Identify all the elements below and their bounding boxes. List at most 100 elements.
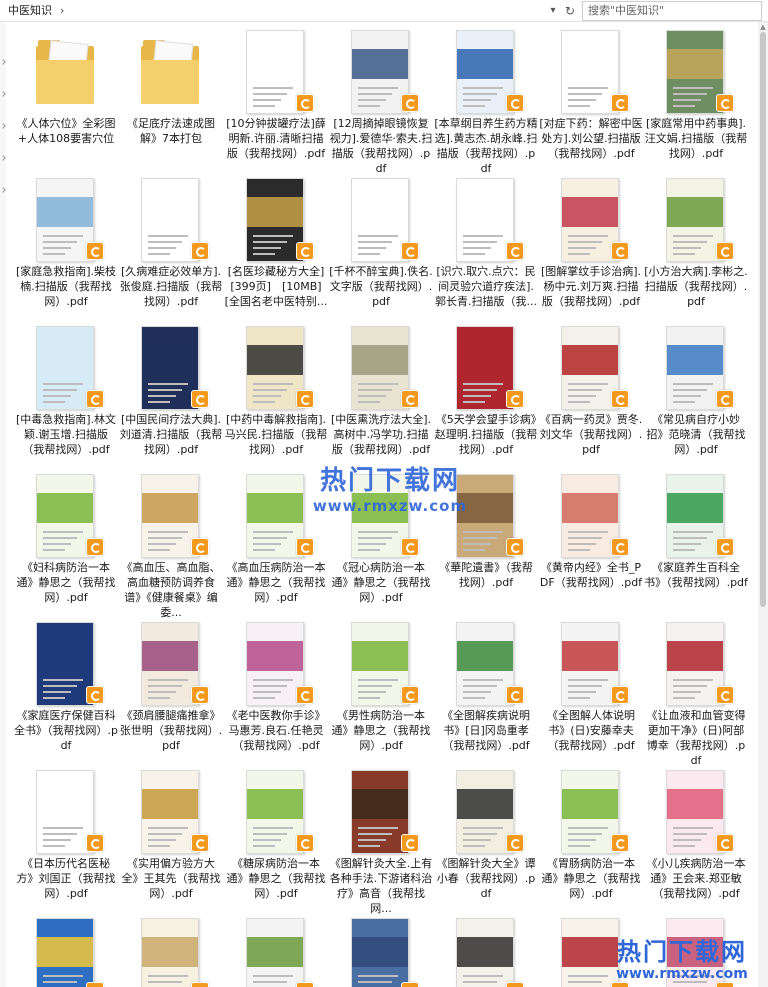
refresh-icon[interactable]: ↻: [564, 4, 576, 18]
file-item[interactable]: 《黄帝内经》全书_PDF（我帮找网）.pdf: [539, 468, 643, 614]
file-item[interactable]: [千杯不醉宝典].佚名.文字版（我帮找网）.pdf: [329, 172, 433, 318]
file-item[interactable]: 《老中医教你手诊》马惠芳.良石.任艳灵（我帮找网）.pdf: [224, 616, 328, 762]
file-item[interactable]: 《图解针灸大全.上有各种手法.下游诸科治疗》高音（我帮找网...: [329, 764, 433, 915]
file-item[interactable]: 《糖尿病防治一本通》静思之（我帮找网）.pdf: [224, 764, 328, 910]
file-name-label: 《黄帝内经》全书_PDF（我帮找网）.pdf: [539, 561, 643, 589]
file-item[interactable]: [中毒急救指南].林文颖.谢玉增.扫描版（我帮找网）.pdf: [14, 320, 118, 466]
scrollbar-thumb[interactable]: [760, 32, 766, 607]
chevron-right-icon[interactable]: [0, 91, 6, 97]
pdf-reader-badge-icon: [296, 834, 314, 852]
file-item[interactable]: [对症下药：解密中医处方].刘公望.扫描版（我帮找网）.pdf: [539, 24, 643, 170]
search-input[interactable]: 搜索"中医知识": [582, 1, 762, 21]
scroll-up-icon[interactable]: ▲: [760, 23, 766, 31]
file-item[interactable]: 《颈肩腰腿痛推拿》张世明（我帮找网）.pdf: [119, 616, 223, 762]
pdf-cover-thumbnail: [141, 178, 199, 262]
file-item[interactable]: [小方治大病].李彬之.扫描版（我帮找网）.pdf: [644, 172, 748, 318]
file-item[interactable]: 《实用偏方验方大全》王其先（我帮找网）.pdf: [119, 764, 223, 910]
pdf-cover-thumbnail: [246, 30, 304, 114]
file-name-label: 《百病一药灵》贾冬.刘文华（我帮找网）.pdf: [539, 413, 643, 456]
file-item[interactable]: 《高血压病防治一本通》静思之（我帮找网）.pdf: [224, 468, 328, 614]
file-item[interactable]: [图解掌纹手诊治病].杨中元.刘万爽.扫描版（我帮找网）.pdf: [539, 172, 643, 318]
file-item[interactable]: [中国民间疗法大典].刘道清.扫描版（我帮找网）.pdf: [119, 320, 223, 466]
file-item[interactable]: 《全图解人体说明书》(日)安藤幸夫（我帮找网）.pdf: [539, 616, 643, 762]
pdf-reader-badge-icon: [716, 982, 734, 987]
file-item[interactable]: 《5天学会望手诊病》赵理明.扫描版（我帮找网）.pdf: [434, 320, 538, 466]
file-item[interactable]: 《常见病自疗小妙招》范晓清（我帮找网）.pdf: [644, 320, 748, 466]
file-item[interactable]: 《百病一药灵》贾冬.刘文华（我帮找网）.pdf: [539, 320, 643, 466]
file-item[interactable]: [名医珍藏秘方大全] [399页] [10MB] [全国名老中医特别...: [224, 172, 328, 318]
pdf-cover-thumbnail: [666, 622, 724, 706]
pdf-cover-thumbnail: [246, 918, 304, 987]
pdf-reader-badge-icon: [296, 982, 314, 987]
file-item[interactable]: 《小儿疾病防治一本通》王会来.郑亚敏（我帮找网）.pdf: [644, 764, 748, 910]
pdf-reader-badge-icon: [86, 686, 104, 704]
file-item[interactable]: 《图解针灸大全》谭小春（我帮找网）.pdf: [434, 764, 538, 910]
file-item[interactable]: [识穴.取穴.点穴：民间灵验穴道疗疾法].郭长青.扫描版（我...: [434, 172, 538, 318]
file-item[interactable]: [10分钟拔罐疗法]薛明新.许丽.清晰扫描版（我帮找网）.pdf: [224, 24, 328, 170]
file-item[interactable]: [119, 912, 223, 987]
file-item[interactable]: [329, 912, 433, 987]
pdf-reader-badge-icon: [296, 686, 314, 704]
pdf-reader-badge-icon: [86, 242, 104, 260]
file-name-label: [家庭常用中药事典].汪文娟.扫描版（我帮找网）.pdf: [644, 117, 748, 160]
file-item[interactable]: 《胃肠病防治一本通》静思之（我帮找网）.pdf: [539, 764, 643, 910]
search-placeholder: 搜索"中医知识": [588, 4, 665, 17]
file-item[interactable]: 《妇科病防治一本通》静思之（我帮找网）.pdf: [14, 468, 118, 614]
folder-item[interactable]: 《人体穴位》全彩图+人体108要害穴位: [14, 24, 118, 170]
file-item[interactable]: 《日本历代名医秘方》刘国正（我帮找网）.pdf: [14, 764, 118, 910]
file-item[interactable]: 《家庭养生百科全书》（我帮找网）.pdf: [644, 468, 748, 614]
file-item[interactable]: [家庭急救指南].柴枝楠.扫描版（我帮找网）.pdf: [14, 172, 118, 318]
file-item[interactable]: [家庭常用中药事典].汪文娟.扫描版（我帮找网）.pdf: [644, 24, 748, 170]
file-name-label: 《实用偏方验方大全》王其先（我帮找网）.pdf: [121, 857, 221, 900]
breadcrumb-current[interactable]: 中医知识: [8, 4, 52, 17]
breadcrumb-separator-icon[interactable]: ›: [60, 4, 65, 17]
file-name-label: [识穴.取穴.点穴：民间灵验穴道疗疾法].郭长青.扫描版（我...: [435, 265, 537, 308]
pdf-cover-thumbnail: [141, 474, 199, 558]
pdf-cover-thumbnail: [666, 474, 724, 558]
pdf-reader-badge-icon: [401, 242, 419, 260]
chevron-right-icon[interactable]: [0, 123, 6, 129]
file-name-label: [久病难症必效单方].张俊庭.扫描版（我帮找网）.pdf: [119, 265, 223, 308]
file-item[interactable]: [539, 912, 643, 987]
pdf-cover-thumbnail: [561, 622, 619, 706]
pdf-cover-thumbnail: [456, 30, 514, 114]
folder-icon: [36, 40, 94, 104]
pdf-cover-thumbnail: [666, 178, 724, 262]
chevron-right-icon[interactable]: [0, 59, 6, 65]
file-item[interactable]: [中医熏洗疗法大全].高树中.冯学功.扫描版（我帮找网）.pdf: [329, 320, 433, 466]
file-item[interactable]: [224, 912, 328, 987]
chevron-right-icon[interactable]: [0, 155, 6, 161]
pdf-reader-badge-icon: [191, 390, 209, 408]
vertical-scrollbar[interactable]: ▲: [758, 22, 768, 987]
folder-item[interactable]: 《足底疗法速成图解》7本打包: [119, 24, 223, 170]
file-item[interactable]: [中药中毒解救指南].马兴民.扫描版（我帮找网）.pdf: [224, 320, 328, 466]
file-item[interactable]: [644, 912, 748, 987]
file-name-label: [中毒急救指南].林文颖.谢玉增.扫描版（我帮找网）.pdf: [15, 413, 117, 456]
pdf-cover-thumbnail: [246, 326, 304, 410]
pdf-reader-badge-icon: [716, 94, 734, 112]
pdf-reader-badge-icon: [611, 834, 629, 852]
file-name-label: 《胃肠病防治一本通》静思之（我帮找网）.pdf: [541, 857, 641, 900]
file-item[interactable]: [12周摘掉眼镜恢复视力].爱德华·索夫.扫描版（我帮找网）.pdf: [329, 24, 433, 175]
nav-pane-edge[interactable]: [0, 22, 6, 987]
file-item[interactable]: 《男性病防治一本通》静思之（我帮找网）.pdf: [329, 616, 433, 762]
file-item[interactable]: 《家庭医疗保健百科全书》（我帮找网）.pdf: [14, 616, 118, 762]
watermark-url: www.rmxzw.com: [312, 497, 468, 515]
file-item[interactable]: [434, 912, 538, 987]
pdf-reader-badge-icon: [506, 982, 524, 987]
pdf-cover-thumbnail: [246, 622, 304, 706]
file-item[interactable]: [久病难症必效单方].张俊庭.扫描版（我帮找网）.pdf: [119, 172, 223, 318]
pdf-cover-thumbnail: [666, 770, 724, 854]
file-name-label: 《男性病防治一本通》静思之（我帮找网）.pdf: [331, 709, 431, 752]
file-item[interactable]: 《高血压、高血脂、高血糖预防调养食谱》《健康餐桌》编委...: [119, 468, 223, 619]
file-item[interactable]: 《全图解疾病说明书》[日]冈岛重孝（我帮找网）.pdf: [434, 616, 538, 762]
file-item[interactable]: 《让血液和血管变得更加干净》(日)阿部博幸（我帮找网）.pdf: [644, 616, 748, 767]
file-item[interactable]: [本草纲目养生药方精选].黄志杰.胡永峰.扫描版（我帮找网）.pdf: [434, 24, 538, 175]
file-item[interactable]: 《華陀遺書》（我帮找网）.pdf: [434, 468, 538, 614]
file-item[interactable]: [14, 912, 118, 987]
chevron-down-icon[interactable]: ▾: [550, 5, 556, 16]
chevron-right-icon[interactable]: [0, 187, 6, 193]
pdf-cover-thumbnail: [36, 770, 94, 854]
file-item[interactable]: 《冠心病防治一本通》静思之（我帮找网）.pdf: [329, 468, 433, 614]
file-name-label: 《常见病自疗小妙招》范晓清（我帮找网）.pdf: [646, 413, 746, 456]
